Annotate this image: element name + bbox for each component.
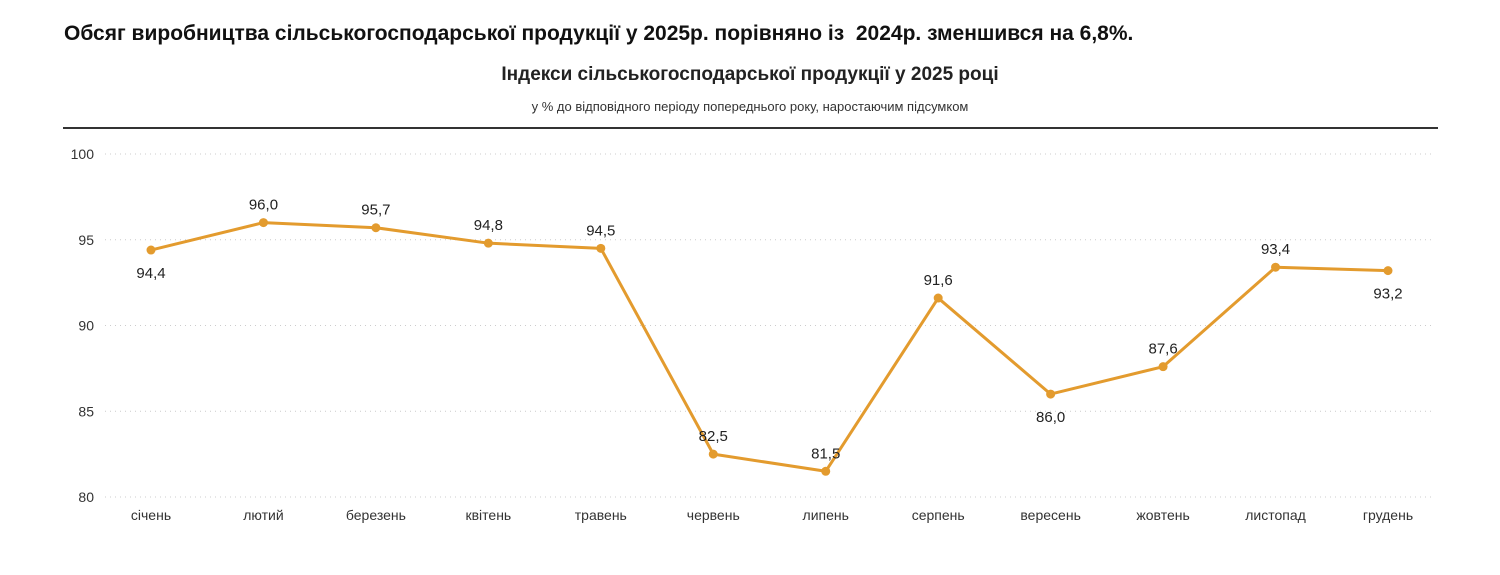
data-point <box>1158 362 1168 372</box>
data-label: 94,8 <box>474 217 503 234</box>
chart-subtitle: у % до відповідного періоду попереднього… <box>531 99 969 114</box>
data-point <box>1271 262 1281 272</box>
data-label: 81,5 <box>811 445 840 462</box>
x-tick-label: серпень <box>912 507 965 523</box>
data-label: 96,0 <box>249 197 278 214</box>
x-tick-label: березень <box>346 507 406 523</box>
data-point <box>821 466 831 476</box>
x-tick-label: квітень <box>465 507 511 523</box>
data-point <box>258 218 268 228</box>
y-tick-label: 95 <box>78 232 94 248</box>
data-label: 87,6 <box>1148 341 1177 358</box>
data-point <box>708 449 718 459</box>
data-point <box>1383 266 1393 276</box>
data-point <box>146 245 156 255</box>
x-tick-label: травень <box>575 507 627 523</box>
data-label: 95,7 <box>361 202 390 219</box>
y-tick-label: 90 <box>78 318 94 334</box>
y-tick-label: 80 <box>78 489 94 505</box>
data-point <box>371 223 381 233</box>
data-label: 86,0 <box>1036 409 1065 426</box>
data-label: 94,5 <box>586 222 615 239</box>
x-tick-label: січень <box>131 507 171 523</box>
data-point <box>933 293 943 303</box>
x-tick-label: листопад <box>1245 507 1306 523</box>
x-tick-label: липень <box>803 507 849 523</box>
data-point <box>596 243 606 253</box>
x-tick-label: лютий <box>243 507 283 523</box>
series-line <box>150 221 1389 473</box>
data-label: 93,4 <box>1261 241 1290 258</box>
x-tick-label: грудень <box>1363 507 1413 523</box>
x-tick-label: червень <box>687 507 740 523</box>
y-tick-label: 85 <box>78 403 94 419</box>
x-tick-label: жовтень <box>1136 507 1189 523</box>
x-tick-label: вересень <box>1020 507 1080 523</box>
data-point <box>483 238 493 248</box>
y-tick-label: 100 <box>71 146 95 162</box>
chart-title: Індекси сільськогосподарської продукції … <box>501 64 999 85</box>
data-label: 94,4 <box>136 265 165 282</box>
data-label: 93,2 <box>1373 286 1402 303</box>
divider <box>63 127 1438 129</box>
data-label: 91,6 <box>924 272 953 289</box>
headline: Обсяг виробництва сільськогосподарської … <box>64 22 1134 45</box>
data-label: 82,5 <box>699 428 728 445</box>
data-point <box>1046 389 1056 399</box>
